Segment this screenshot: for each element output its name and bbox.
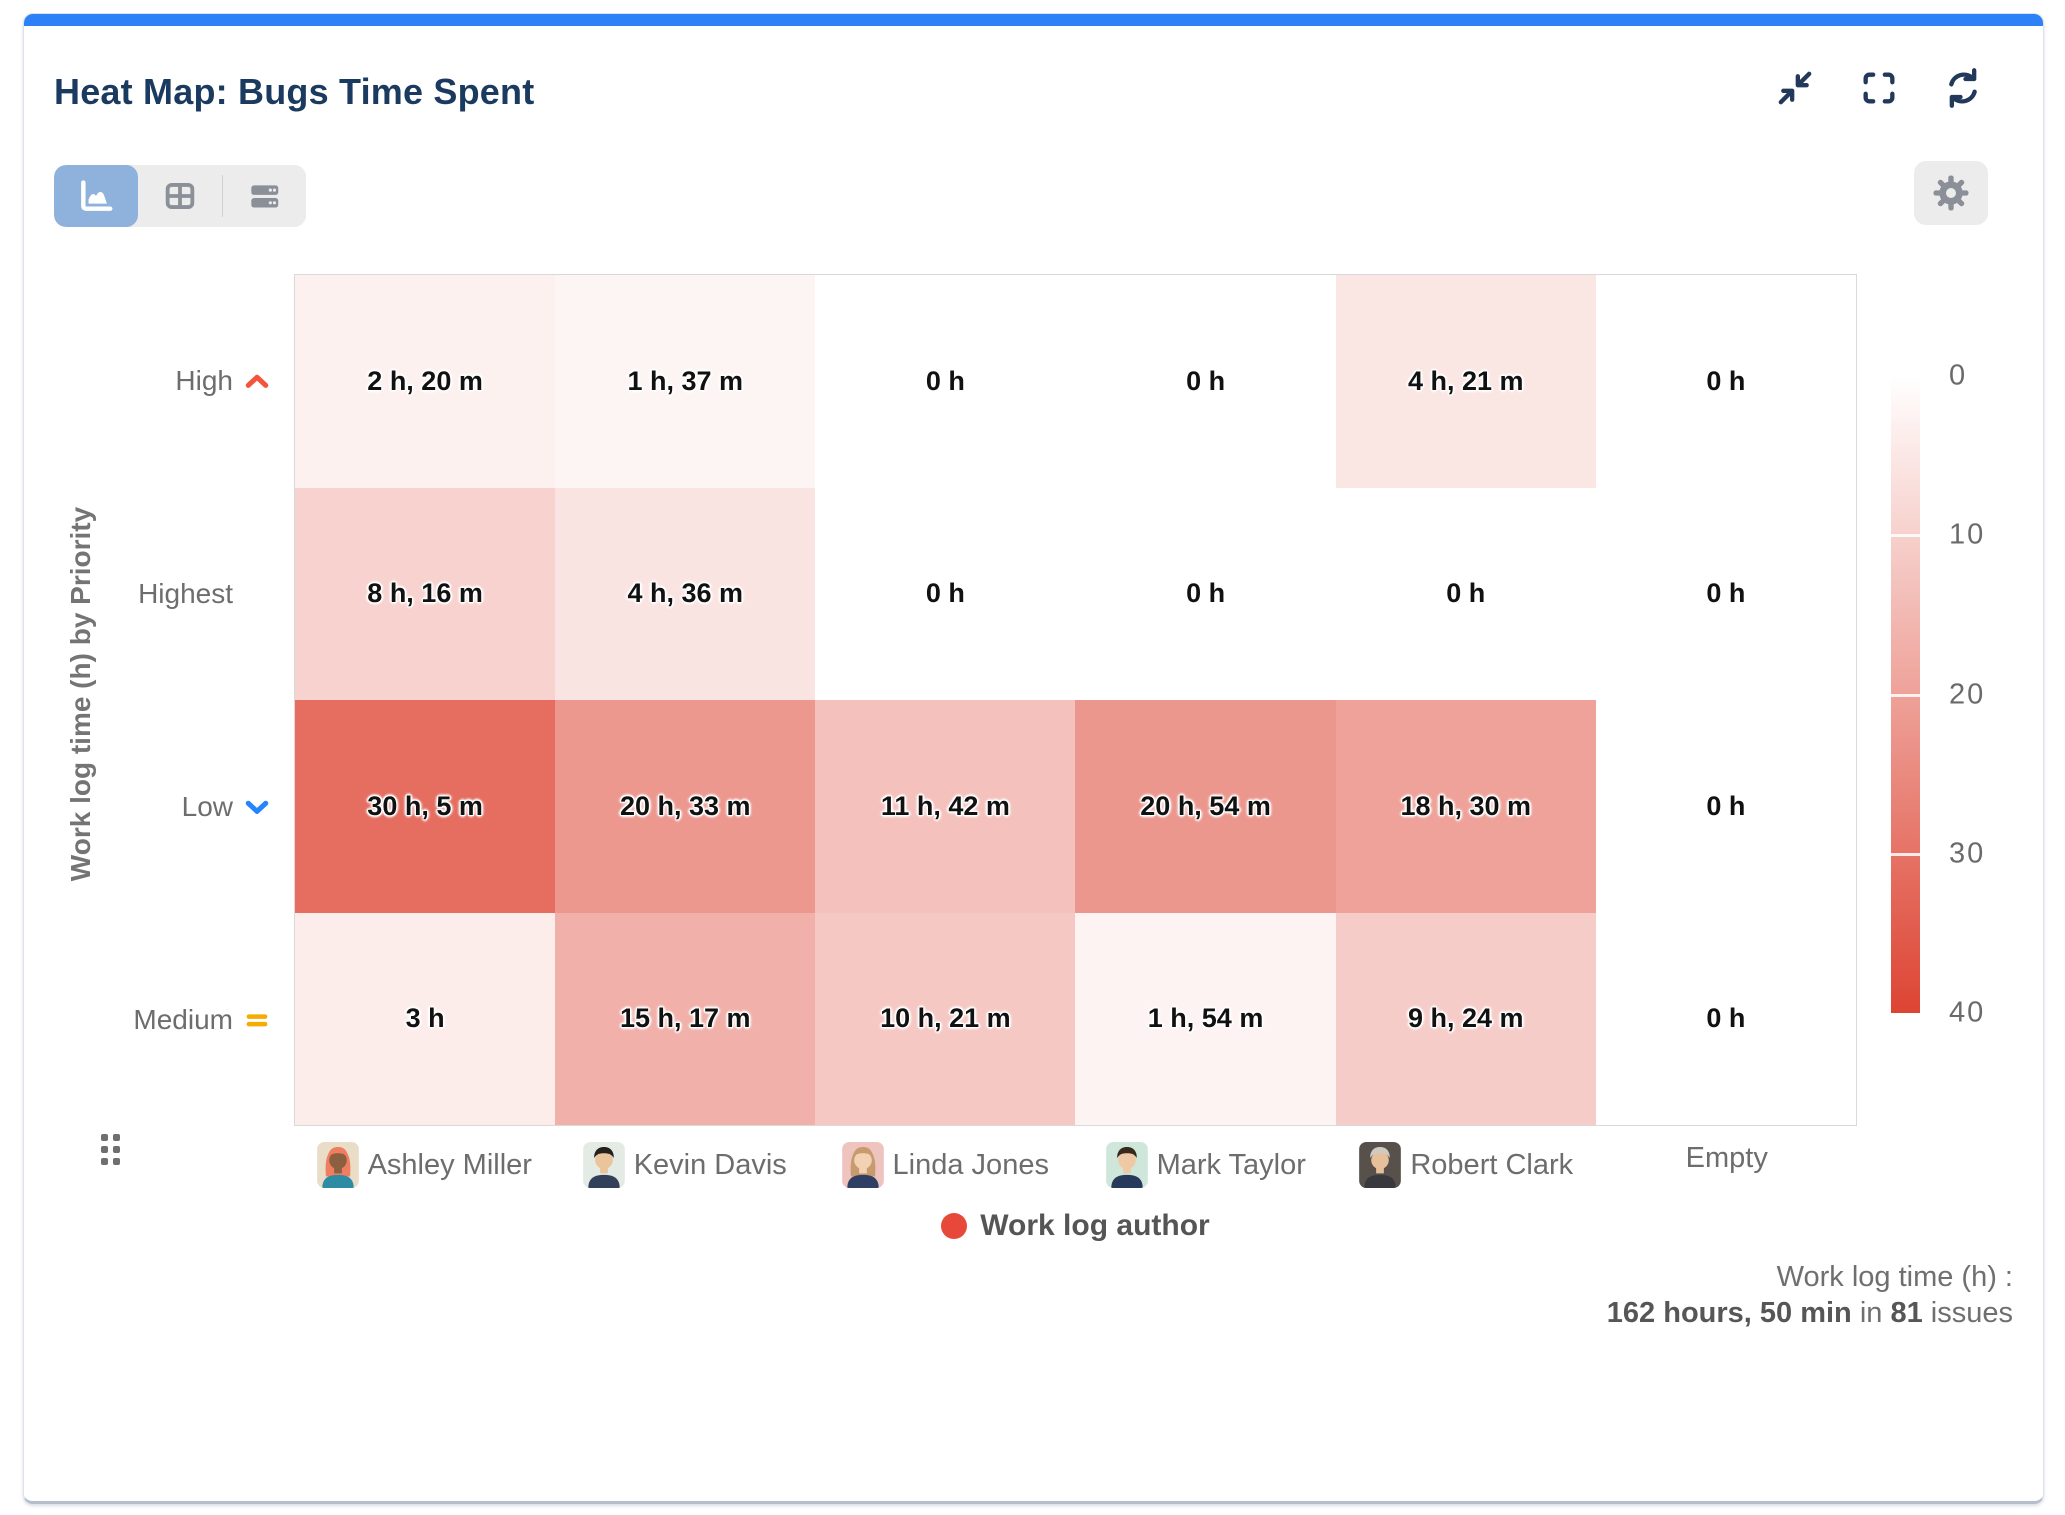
priority-highest-icon <box>242 579 272 609</box>
fullscreen-button[interactable] <box>1857 66 1901 110</box>
heatmap-cell[interactable]: 18 h, 30 m <box>1335 700 1596 913</box>
heatmap-cell[interactable]: 3 h <box>295 912 556 1125</box>
heatmap-cell[interactable]: 11 h, 42 m <box>815 700 1076 913</box>
heatmap-cell[interactable]: 9 h, 24 m <box>1335 912 1596 1125</box>
scale-tick-label: 0 <box>1949 359 1968 392</box>
scale-tick-label: 10 <box>1949 518 1986 551</box>
author-name: Empty <box>1685 1142 1768 1174</box>
author-name: Kevin Davis <box>633 1148 787 1181</box>
col-label-kevin-davis: Kevin Davis <box>555 1142 816 1188</box>
settings-button[interactable] <box>1914 161 1988 225</box>
priority-high-icon <box>242 366 272 396</box>
scale-tick-label: 20 <box>1949 678 1986 710</box>
list-rows-icon <box>245 177 283 215</box>
avatar <box>1105 1142 1148 1188</box>
col-label-empty: Empty <box>1597 1142 1858 1175</box>
window-controls <box>1773 66 1985 110</box>
col-label-ashley-miller: Ashley Miller <box>294 1142 555 1188</box>
scale-tick-label: 40 <box>1949 996 1986 1029</box>
heatmap-cell[interactable]: 20 h, 54 m <box>1075 700 1336 913</box>
refresh-icon <box>1943 68 1983 108</box>
view-switcher <box>54 165 306 227</box>
chart-legend[interactable]: Work log author <box>294 1209 1857 1243</box>
author-name: Ashley Miller <box>367 1148 532 1181</box>
table-icon <box>161 177 199 215</box>
fullscreen-icon <box>1859 68 1899 108</box>
collapse-icon <box>1775 68 1815 108</box>
scale-tick-label: 30 <box>1949 837 1986 870</box>
col-label-linda-jones: Linda Jones <box>815 1142 1076 1188</box>
heatmap-cell[interactable]: 2 h, 20 m <box>295 275 556 488</box>
heatmap-cell[interactable]: 0 h <box>1595 275 1856 488</box>
heatmap-cell[interactable]: 4 h, 36 m <box>555 487 816 700</box>
author-name: Linda Jones <box>892 1148 1049 1181</box>
avatar <box>1359 1142 1402 1188</box>
priority-label: Medium <box>133 1003 233 1035</box>
heatmap-gadget-card: Heat Map: Bugs Time Spent <box>23 13 2044 1504</box>
gadget-title: Heat Map: Bugs Time Spent <box>54 71 535 112</box>
table-view-button[interactable] <box>138 165 222 227</box>
priority-label: High <box>175 364 233 396</box>
legend-label: Work log author <box>980 1209 1210 1242</box>
priority-label: Low <box>181 790 233 822</box>
collapse-button[interactable] <box>1773 66 1817 110</box>
avatar <box>841 1142 884 1188</box>
summary-line-1: Work log time (h) : <box>1776 1261 2013 1293</box>
heatmap-cell[interactable]: 30 h, 5 m <box>295 700 556 913</box>
refresh-button[interactable] <box>1941 66 1985 110</box>
heatmap-cell[interactable]: 0 h <box>1595 912 1856 1125</box>
row-label-high: High <box>24 365 272 397</box>
drag-handle[interactable] <box>101 1134 120 1165</box>
heatmap-cell[interactable]: 0 h <box>1075 275 1336 488</box>
row-label-medium: Medium <box>24 1004 272 1036</box>
col-label-robert-clark: Robert Clark <box>1336 1142 1597 1188</box>
avatar <box>582 1142 625 1188</box>
priority-low-icon <box>242 792 272 822</box>
heatmap-cell[interactable]: 0 h <box>1075 487 1336 700</box>
gear-icon <box>1931 173 1971 213</box>
color-scale <box>1891 376 1920 1013</box>
y-axis-title: Work log time (h) by Priority <box>65 506 96 882</box>
priority-label: Highest <box>138 577 233 609</box>
avatar <box>316 1142 359 1188</box>
col-label-mark-taylor: Mark Taylor <box>1076 1142 1337 1188</box>
summary-line-2: 162 hours, 50 min in 81 issues <box>1606 1297 2013 1330</box>
heatmap-cell[interactable]: 0 h <box>1335 487 1596 700</box>
card-accent-bar <box>24 14 2043 26</box>
heatmap-cell[interactable]: 0 h <box>1595 700 1856 913</box>
list-view-button[interactable] <box>222 165 306 227</box>
heatmap-cell[interactable]: 15 h, 17 m <box>555 912 816 1125</box>
row-label-low: Low <box>24 791 272 823</box>
author-name: Robert Clark <box>1410 1148 1574 1181</box>
heatmap-cell[interactable]: 0 h <box>815 487 1076 700</box>
heatmap-cell[interactable]: 1 h, 54 m <box>1075 912 1336 1125</box>
chart-view-button[interactable] <box>54 165 138 227</box>
heatmap-cell[interactable]: 4 h, 21 m <box>1335 275 1596 488</box>
heatmap-cell[interactable]: 10 h, 21 m <box>815 912 1076 1125</box>
heatmap-cell[interactable]: 8 h, 16 m <box>295 487 556 700</box>
heatmap-cell[interactable]: 0 h <box>1595 487 1856 700</box>
priority-medium-icon <box>242 1005 272 1035</box>
heatmap-cell[interactable]: 0 h <box>815 275 1076 488</box>
row-label-highest: Highest <box>24 578 272 610</box>
heatmap-cell[interactable]: 1 h, 37 m <box>555 275 816 488</box>
area-chart-icon <box>77 177 115 215</box>
legend-marker <box>941 1213 968 1239</box>
heatmap-cell[interactable]: 20 h, 33 m <box>555 700 816 913</box>
author-name: Mark Taylor <box>1156 1148 1306 1181</box>
worklog-summary: Work log time (h) : 162 hours, 50 min in… <box>1607 1259 2013 1332</box>
